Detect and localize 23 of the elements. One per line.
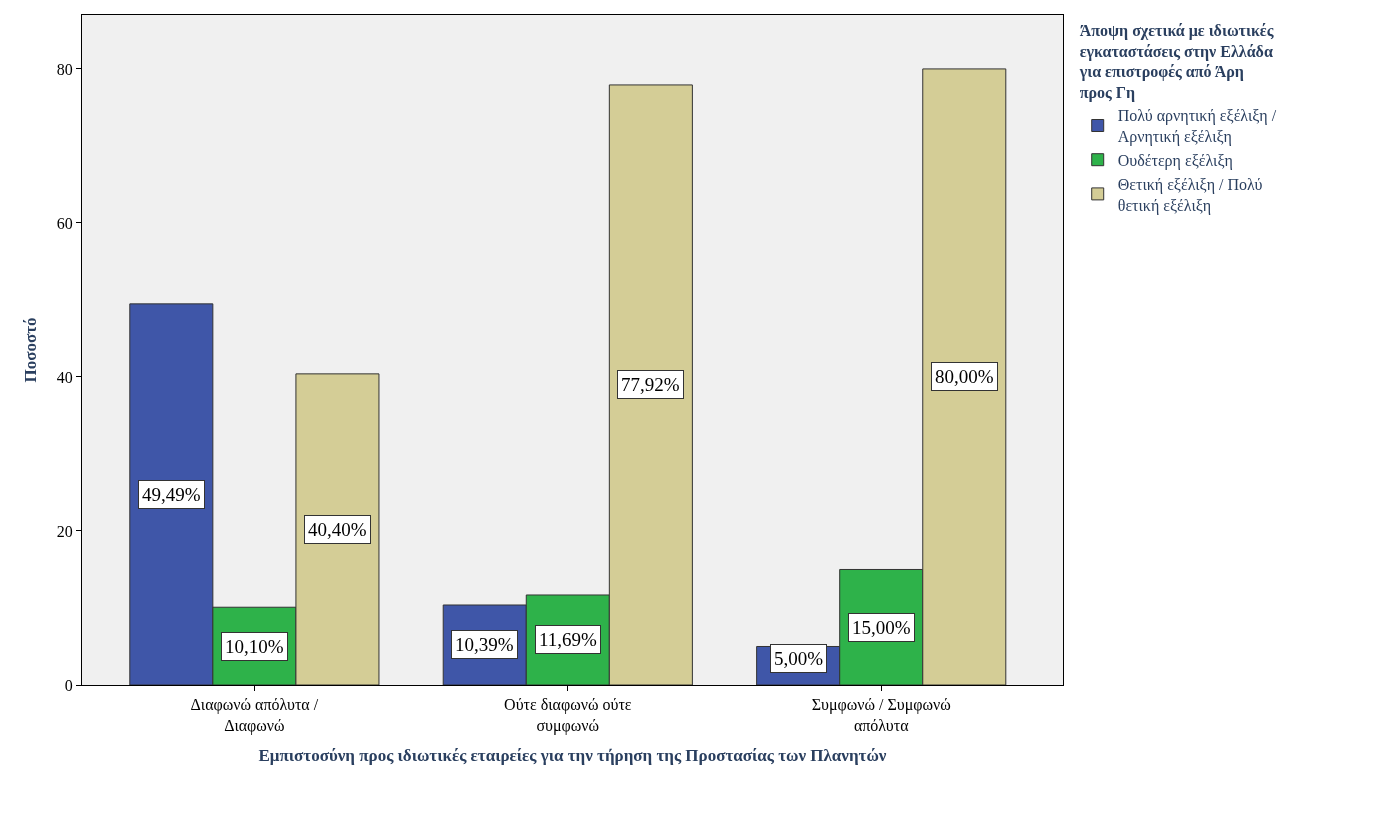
legend-title: Άποψη σχετικά με ιδιωτικές εγκαταστάσεις στην Ελλάδα για επιστροφές από Άρη προς Γη [1078, 21, 1274, 103]
data-label: 80,00% [935, 366, 994, 387]
y-tick-label: 60 [56, 214, 73, 232]
x-tick-label: Συμφωνώ / Συμφωνώ απόλυτα [811, 696, 951, 734]
x-tick-label: Διαφωνώ απόλυτα / Διαφωνώ [190, 696, 319, 735]
y-tick-label: 0 [64, 676, 73, 694]
legend-label: Ουδέτερη εξέλιξη [1117, 151, 1233, 170]
data-label: 15,00% [852, 617, 911, 638]
data-label: 77,92% [621, 374, 680, 395]
y-tick-label: 40 [56, 368, 73, 386]
data-label: 5,00% [774, 648, 824, 669]
y-axis-title: Ποσοστό [21, 317, 41, 383]
data-label: 11,69% [539, 629, 598, 650]
y-tick-label: 20 [56, 522, 73, 540]
y-tick-label: 80 [56, 60, 73, 78]
data-label: 40,40% [308, 519, 367, 540]
legend-label: Πολύ αρνητική εξέλιξη / Αρνητική εξέλιξη [1117, 107, 1277, 147]
data-label: 49,49% [142, 484, 201, 505]
legend-label: Θετική εξέλιξη / Πολύ θετική εξέλιξη [1117, 175, 1263, 215]
x-tick-label: Ούτε διαφωνώ ούτε συμφωνώ [504, 696, 632, 735]
data-label: 10,39% [455, 634, 514, 655]
data-label: 10,10% [225, 636, 284, 657]
x-axis-title: Εμπιστοσύνη προς ιδιωτικές εταιρείες για την τήρηση της Προστασίας των Πλανητών [258, 746, 887, 766]
